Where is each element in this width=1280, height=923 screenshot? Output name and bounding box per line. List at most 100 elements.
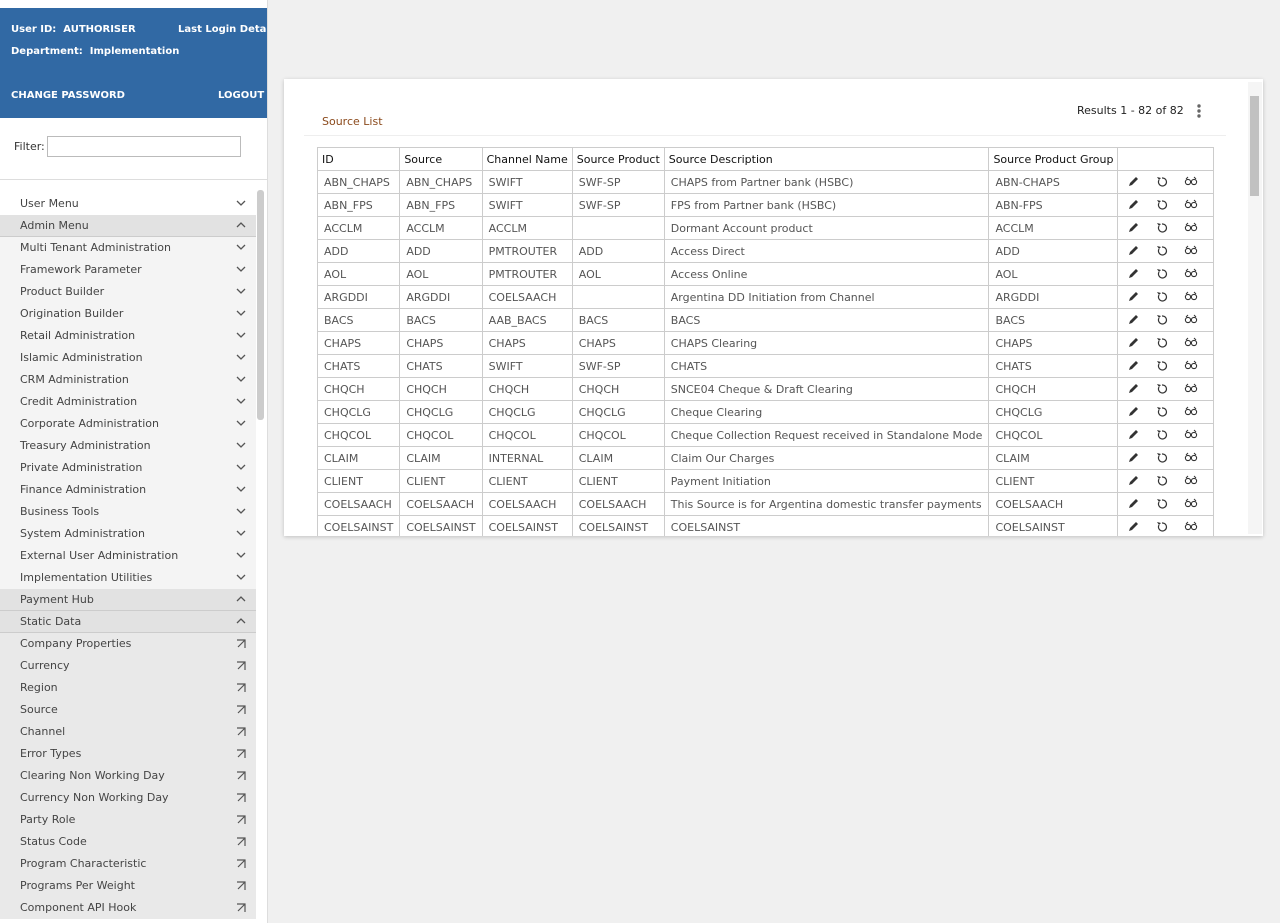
view-icon[interactable] (1185, 406, 1198, 415)
menu-item[interactable]: Product Builder (0, 281, 256, 303)
view-icon[interactable] (1185, 429, 1198, 438)
menu-item[interactable]: Error Types (0, 743, 256, 765)
menu-item[interactable]: Source (0, 699, 256, 721)
history-icon[interactable] (1157, 429, 1168, 440)
history-icon[interactable] (1157, 337, 1168, 348)
view-icon[interactable] (1185, 314, 1198, 323)
menu-item[interactable]: Private Administration (0, 457, 256, 479)
menu-item[interactable]: Clearing Non Working Day (0, 765, 256, 787)
edit-icon[interactable] (1129, 452, 1139, 462)
view-icon[interactable] (1185, 521, 1198, 530)
menu-item[interactable]: Static Data (0, 611, 256, 633)
table-row[interactable]: CLAIM CLAIM INTERNAL CLAIM Claim Our Charges… (316, 446, 1215, 470)
history-icon[interactable] (1157, 176, 1168, 187)
menu-item[interactable]: Implementation Utilities (0, 567, 256, 589)
menu-item[interactable]: Channel (0, 721, 256, 743)
menu-item[interactable]: CRM Administration (0, 369, 256, 391)
logout-link[interactable]: LOGOUT (218, 90, 265, 101)
last-login-link[interactable]: Last Login Details (178, 24, 267, 35)
menu-item[interactable]: Finance Administration (0, 479, 256, 501)
view-icon[interactable] (1185, 498, 1198, 507)
edit-icon[interactable] (1129, 360, 1139, 370)
edit-icon[interactable] (1129, 199, 1139, 209)
table-row[interactable]: CHQCH CHQCH CHQCH CHQCH SNCE04 Cheque & Draf… (316, 377, 1215, 401)
table-row[interactable]: ADD ADD PMTROUTER ADD Access Direct ADD (316, 239, 1215, 263)
view-icon[interactable] (1185, 222, 1198, 231)
history-icon[interactable] (1157, 360, 1168, 371)
panel-scrollbar[interactable] (1248, 82, 1262, 534)
view-icon[interactable] (1185, 199, 1198, 208)
menu-item[interactable]: Currency (0, 655, 256, 677)
view-icon[interactable] (1185, 176, 1198, 185)
menu-item[interactable]: Payment Hub (0, 589, 256, 611)
menu-item[interactable]: User Menu (0, 193, 256, 215)
sidebar-scrollbar[interactable] (257, 190, 264, 420)
menu-item[interactable]: Framework Parameter (0, 259, 256, 281)
menu-item[interactable]: Treasury Administration (0, 435, 256, 457)
history-icon[interactable] (1157, 406, 1168, 417)
edit-icon[interactable] (1129, 245, 1139, 255)
edit-icon[interactable] (1129, 383, 1139, 393)
history-icon[interactable] (1157, 291, 1168, 302)
history-icon[interactable] (1157, 521, 1168, 532)
view-icon[interactable] (1185, 452, 1198, 461)
history-icon[interactable] (1157, 268, 1168, 279)
history-icon[interactable] (1157, 498, 1168, 509)
menu-item[interactable]: Multi Tenant Administration (0, 237, 256, 259)
edit-icon[interactable] (1129, 268, 1139, 278)
menu-item[interactable]: Credit Administration (0, 391, 256, 413)
table-row[interactable]: COELSAACH COELSAACH COELSAACH COELSAACH This… (316, 492, 1215, 516)
menu-item[interactable]: Retail Administration (0, 325, 256, 347)
view-icon[interactable] (1185, 383, 1198, 392)
menu-item[interactable]: Admin Menu (0, 215, 256, 237)
menu-item[interactable]: Programs Per Weight (0, 875, 256, 897)
view-icon[interactable] (1185, 360, 1198, 369)
edit-icon[interactable] (1129, 406, 1139, 416)
menu-item[interactable]: Corporate Administration (0, 413, 256, 435)
scroll-thumb[interactable] (1250, 96, 1259, 196)
menu-item[interactable]: Component API Hook (0, 897, 256, 919)
table-row[interactable]: ABN_FPS ABN_FPS SWIFT SWF-SP FPS from Partne… (316, 193, 1215, 217)
table-row[interactable]: CHQCLG CHQCLG CHQCLG CHQCLG Cheque Clearing C… (316, 400, 1215, 424)
table-row[interactable]: AOL AOL PMTROUTER AOL Access Online AOL (316, 262, 1215, 286)
view-icon[interactable] (1185, 475, 1198, 484)
view-icon[interactable] (1185, 337, 1198, 346)
table-row[interactable]: BACS BACS AAB_BACS BACS BACS BACS (316, 308, 1215, 332)
menu-item[interactable]: Origination Builder (0, 303, 256, 325)
history-icon[interactable] (1157, 245, 1168, 256)
history-icon[interactable] (1157, 475, 1168, 486)
edit-icon[interactable] (1129, 291, 1139, 301)
history-icon[interactable] (1157, 314, 1168, 325)
view-icon[interactable] (1185, 291, 1198, 300)
edit-icon[interactable] (1129, 222, 1139, 232)
menu-item[interactable]: System Administration (0, 523, 256, 545)
table-row[interactable]: CHATS CHATS SWIFT SWF-SP CHATS CHATS (316, 354, 1215, 378)
menu-item[interactable]: Business Tools (0, 501, 256, 523)
table-row[interactable]: ABN_CHAPS ABN_CHAPS SWIFT SWF-SP CHAPS from … (316, 170, 1215, 194)
more-menu[interactable] (1194, 103, 1204, 119)
history-icon[interactable] (1157, 383, 1168, 394)
view-icon[interactable] (1185, 268, 1198, 277)
view-icon[interactable] (1185, 245, 1198, 254)
filter-input[interactable] (47, 136, 241, 157)
edit-icon[interactable] (1129, 521, 1139, 531)
menu-item[interactable]: Islamic Administration (0, 347, 256, 369)
edit-icon[interactable] (1129, 429, 1139, 439)
table-row[interactable]: CLIENT CLIENT CLIENT CLIENT Payment Initiati… (316, 469, 1215, 493)
menu-item[interactable]: External User Administration (0, 545, 256, 567)
edit-icon[interactable] (1129, 314, 1139, 324)
table-row[interactable]: ACCLM ACCLM ACCLM Dormant Account product AC… (316, 216, 1215, 240)
table-row[interactable]: CHQCOL CHQCOL CHQCOL CHQCOL Cheque Collectio… (316, 423, 1215, 447)
edit-icon[interactable] (1129, 498, 1139, 508)
table-row[interactable]: COELSAINST COELSAINST COELSAINST COELSAINST… (316, 515, 1215, 536)
menu-item[interactable]: Party Role (0, 809, 256, 831)
history-icon[interactable] (1157, 199, 1168, 210)
table-row[interactable]: CHAPS CHAPS CHAPS CHAPS CHAPS Clearing CHAPS (316, 331, 1215, 355)
edit-icon[interactable] (1129, 337, 1139, 347)
history-icon[interactable] (1157, 452, 1168, 463)
menu-item[interactable]: Program Characteristic (0, 853, 256, 875)
table-row[interactable]: ARGDDI ARGDDI COELSAACH Argentina DD Initia… (316, 285, 1215, 309)
menu-item[interactable]: Region (0, 677, 256, 699)
edit-icon[interactable] (1129, 176, 1139, 186)
history-icon[interactable] (1157, 222, 1168, 233)
